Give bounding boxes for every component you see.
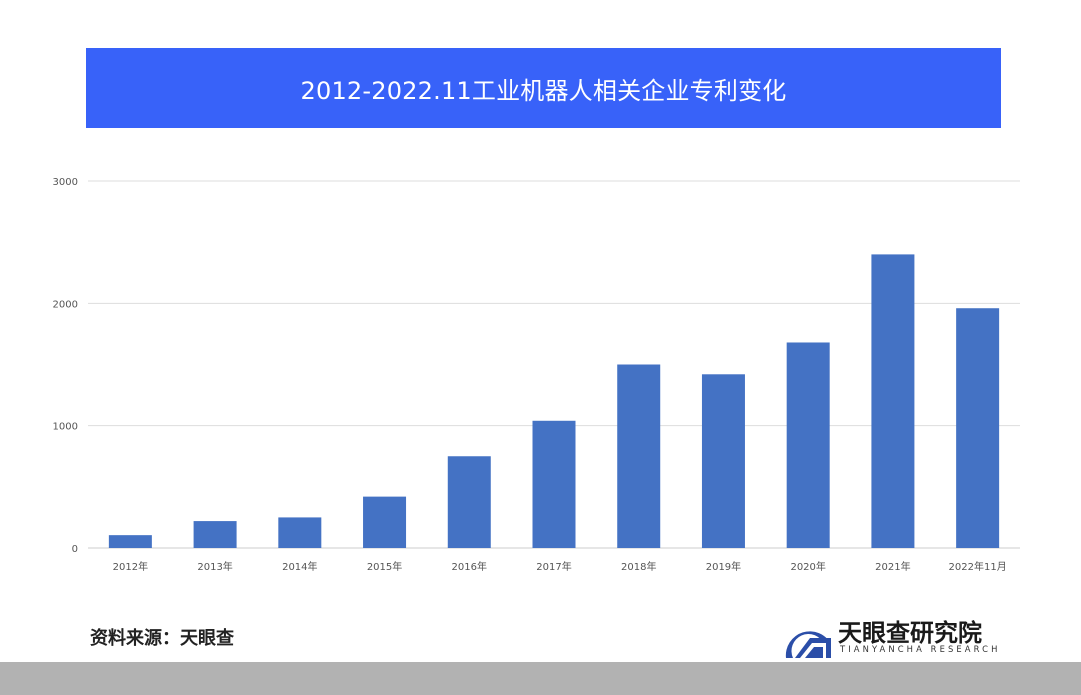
source-note: 资料来源：天眼查: [90, 628, 234, 649]
bars: [108, 254, 1000, 548]
x-tick-label: 2013年: [197, 560, 232, 573]
logo-mark-icon: [785, 631, 831, 658]
x-tick-label: 2016年: [452, 560, 487, 573]
x-tick-label: 2012年: [113, 560, 148, 573]
footer-band: [0, 662, 1081, 695]
y-tick-label: 0: [72, 544, 78, 555]
x-tick-label: 2019年: [706, 560, 741, 573]
x-tick-label: 2020年: [790, 560, 825, 573]
y-axis-ticks: 0 1000 2000 3000: [53, 177, 78, 555]
chart-title: 2012-2022.11工业机器人相关企业专利变化: [300, 76, 787, 105]
bar: [193, 521, 237, 548]
bar: [532, 420, 576, 548]
x-axis-ticks: 2012年 2013年 2014年 2015年 2016年 2017年 2018年 2019年…: [113, 560, 1007, 573]
bar: [871, 254, 915, 548]
x-tick-label: 2022年11月: [949, 560, 1007, 573]
title-banner: 2012-2022.11工业机器人相关企业专利变化: [86, 48, 1001, 128]
bar: [701, 374, 745, 548]
x-tick-label: 2014年: [282, 560, 317, 573]
logo-subtitle: TIANYANCHA RESEARCH: [840, 644, 1001, 654]
bar: [108, 535, 152, 548]
logo-name: 天眼查研究院: [838, 619, 982, 647]
x-tick-label: 2015年: [367, 560, 402, 573]
bar: [956, 308, 1000, 548]
bar: [617, 364, 661, 548]
y-tick-label: 1000: [53, 422, 78, 433]
y-tick-label: 2000: [53, 299, 78, 310]
bar: [363, 496, 407, 548]
bar: [278, 517, 322, 548]
y-tick-label: 3000: [53, 177, 78, 188]
x-tick-label: 2021年: [875, 560, 910, 573]
tianyancha-logo: 天眼查研究院 TIANYANCHA RESEARCH: [784, 612, 1004, 660]
x-tick-label: 2018年: [621, 560, 656, 573]
x-tick-label: 2017年: [536, 560, 571, 573]
bar: [447, 456, 491, 548]
bar: [786, 342, 830, 548]
